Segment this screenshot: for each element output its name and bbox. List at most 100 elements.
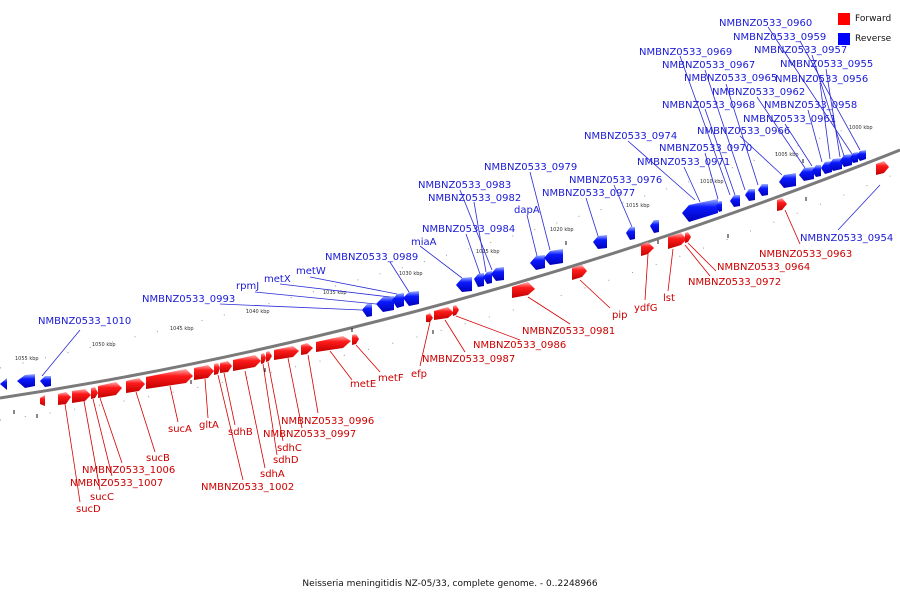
forward-gene-arrow[interactable] <box>777 198 787 211</box>
forward-gene-arrow[interactable] <box>194 365 214 380</box>
reverse-gene-arrow[interactable] <box>716 201 722 212</box>
reverse-gene-arrow[interactable] <box>745 189 755 201</box>
forward-gene-arrow[interactable] <box>214 363 220 375</box>
gene-label[interactable]: NMBNZ0533_0983 <box>418 180 511 191</box>
reverse-gene-arrow[interactable] <box>682 199 718 222</box>
forward-gene-arrow[interactable] <box>352 334 359 345</box>
gene-label[interactable]: NMBNZ0533_0974 <box>584 131 677 142</box>
gene-label[interactable]: ydfG <box>634 303 658 314</box>
gene-label[interactable]: sdhB <box>228 427 253 438</box>
gene-label[interactable]: NMBNZ0533_0984 <box>422 224 515 235</box>
forward-gene-arrow[interactable] <box>261 353 266 364</box>
reverse-gene-arrow[interactable] <box>840 154 852 167</box>
reverse-gene-arrow[interactable] <box>856 150 866 161</box>
forward-gene-arrow[interactable] <box>72 389 91 403</box>
reverse-gene-arrow[interactable] <box>812 165 821 177</box>
forward-gene-arrow[interactable] <box>685 232 691 243</box>
forward-gene-arrow[interactable] <box>126 378 145 393</box>
reverse-gene-arrow[interactable] <box>758 184 768 196</box>
gene-label[interactable]: NMBNZ0533_0968 <box>662 100 755 111</box>
forward-gene-arrow[interactable] <box>876 161 889 175</box>
forward-gene-arrow[interactable] <box>98 382 122 398</box>
reverse-gene-arrow[interactable] <box>799 167 814 181</box>
forward-gene-arrow[interactable] <box>220 361 232 373</box>
gene-label[interactable]: NMBNZ0533_0959 <box>733 32 826 43</box>
reverse-gene-arrow[interactable] <box>362 304 372 317</box>
forward-gene-arrow[interactable] <box>91 387 98 399</box>
gene-label[interactable]: NMBNZ0533_0971 <box>637 157 730 168</box>
gene-label[interactable]: NMBNZ0533_1006 <box>82 465 175 476</box>
reverse-gene-arrow[interactable] <box>850 152 858 163</box>
gene-label[interactable]: NMBNZ0533_1010 <box>38 316 131 327</box>
reverse-gene-arrow[interactable] <box>544 249 563 265</box>
gene-label[interactable]: NMBNZ0533_0987 <box>422 354 515 365</box>
forward-gene-arrow[interactable] <box>233 355 261 371</box>
gene-label[interactable]: NMBNZ0533_0989 <box>325 252 418 263</box>
gene-label[interactable]: NMBNZ0533_0976 <box>569 175 662 186</box>
gene-label[interactable]: sdhD <box>273 455 299 466</box>
gene-label[interactable]: NMBNZ0533_0965 <box>684 73 777 84</box>
gene-label[interactable]: NMBNZ0533_0956 <box>775 74 868 85</box>
gene-label[interactable]: rpmJ <box>236 281 259 292</box>
reverse-gene-arrow[interactable] <box>730 195 740 207</box>
reverse-gene-arrow[interactable] <box>474 273 484 287</box>
gene-label[interactable]: metE <box>350 379 376 390</box>
gene-label[interactable]: NMBNZ0533_0962 <box>712 87 805 98</box>
gene-label[interactable]: NMBNZ0533_0955 <box>780 59 873 70</box>
gene-label[interactable]: dapA <box>514 205 540 216</box>
forward-gene-arrow[interactable] <box>572 265 587 280</box>
gene-label[interactable]: sucA <box>168 424 192 435</box>
gene-label[interactable]: NMBNZ0533_0970 <box>659 143 752 154</box>
gene-label[interactable]: NMBNZ0533_1002 <box>201 482 294 493</box>
reverse-gene-arrow[interactable] <box>530 255 545 270</box>
reverse-gene-arrow[interactable] <box>0 378 7 390</box>
gene-label[interactable]: metW <box>296 266 326 277</box>
reverse-gene-arrow[interactable] <box>456 277 472 292</box>
gene-label[interactable]: NMBNZ0533_1007 <box>70 478 163 489</box>
gene-label[interactable]: NMBNZ0533_0982 <box>428 193 521 204</box>
reverse-gene-arrow[interactable] <box>40 376 51 387</box>
reverse-gene-arrow[interactable] <box>403 291 419 306</box>
forward-gene-arrow[interactable] <box>146 369 193 389</box>
forward-gene-arrow[interactable] <box>641 242 654 256</box>
gene-label[interactable]: gltA <box>199 420 219 431</box>
gene-label[interactable]: metF <box>378 373 404 384</box>
reverse-gene-arrow[interactable] <box>626 227 635 240</box>
reverse-gene-arrow[interactable] <box>593 235 607 249</box>
forward-gene-arrow[interactable] <box>266 351 272 362</box>
gene-label[interactable]: NMBNZ0533_0986 <box>473 340 566 351</box>
gene-label[interactable]: NMBNZ0533_0969 <box>639 47 732 58</box>
gene-label[interactable]: miaA <box>411 237 437 248</box>
forward-gene-arrow[interactable] <box>316 336 351 352</box>
gene-label[interactable]: NMBNZ0533_0981 <box>522 326 615 337</box>
forward-gene-arrow[interactable] <box>434 307 454 320</box>
gene-label[interactable]: NMBNZ0533_0961 <box>743 114 836 125</box>
gene-label[interactable]: NMBNZ0533_0967 <box>662 60 755 71</box>
gene-label[interactable]: NMBNZ0533_0964 <box>717 262 810 273</box>
gene-label[interactable]: NMBNZ0533_0954 <box>800 233 893 244</box>
forward-gene-arrow[interactable] <box>274 346 299 360</box>
gene-label[interactable]: NMBNZ0533_0972 <box>688 277 781 288</box>
gene-label[interactable]: sdhC <box>277 443 302 454</box>
forward-gene-arrow[interactable] <box>453 305 459 316</box>
forward-gene-arrow[interactable] <box>426 313 433 322</box>
gene-label[interactable]: NMBNZ0533_0993 <box>142 294 235 305</box>
reverse-gene-arrow[interactable] <box>376 296 394 312</box>
gene-label[interactable]: pip <box>612 310 627 321</box>
reverse-gene-arrow[interactable] <box>821 161 832 174</box>
forward-gene-arrow[interactable] <box>668 233 687 249</box>
gene-label[interactable]: sucD <box>76 504 101 515</box>
gene-label[interactable]: sucB <box>146 453 170 464</box>
gene-label[interactable]: NMBNZ0533_0957 <box>754 45 847 56</box>
reverse-gene-arrow[interactable] <box>17 374 35 388</box>
reverse-gene-arrow[interactable] <box>392 293 404 308</box>
gene-label[interactable]: NMBNZ0533_0963 <box>759 249 852 260</box>
gene-label[interactable]: sdhA <box>260 469 285 480</box>
gene-label[interactable]: NMBNZ0533_0996 <box>281 416 374 427</box>
reverse-gene-arrow[interactable] <box>779 173 796 188</box>
reverse-gene-arrow[interactable] <box>829 158 842 171</box>
gene-label[interactable]: NMBNZ0533_0966 <box>697 126 790 137</box>
gene-label[interactable]: sucC <box>90 492 114 503</box>
gene-label[interactable]: NMBNZ0533_0979 <box>484 162 577 173</box>
reverse-gene-arrow[interactable] <box>650 220 659 233</box>
